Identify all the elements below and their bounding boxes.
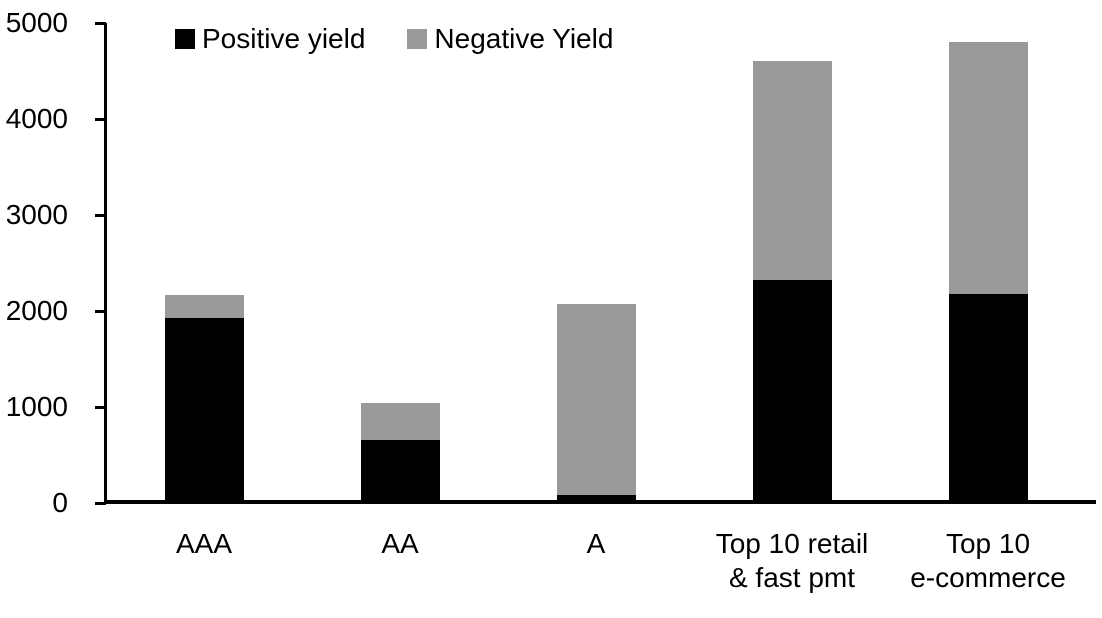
category-label: AAA — [175, 528, 233, 559]
stacked-bar — [556, 304, 636, 500]
legend-swatch-negative-icon — [407, 29, 428, 49]
bar-segment-positive — [948, 293, 1028, 500]
y-tick-label: 5000 — [5, 7, 68, 38]
bar-slot — [890, 20, 1086, 500]
bar-segment-negative — [752, 61, 832, 281]
x-labels-row: AAA AA A Top 10 retail & fast pmt Top 10 e-c… — [106, 527, 1086, 595]
bar-slot — [302, 20, 498, 500]
x-axis-line — [104, 500, 1096, 504]
stacked-bar — [948, 42, 1028, 500]
y-tick-mark — [95, 502, 106, 505]
legend: Positive yield Negative Yield — [175, 22, 613, 56]
bar-slot — [694, 20, 890, 500]
legend-swatch-positive-icon — [175, 29, 195, 49]
stacked-bar — [752, 61, 832, 500]
stacked-bar — [360, 403, 440, 500]
bars-row — [106, 20, 1086, 500]
bar-segment-positive — [556, 495, 636, 500]
bar-segment-positive — [164, 317, 244, 500]
y-tick-mark — [95, 214, 106, 217]
bar-segment-negative — [360, 403, 440, 441]
bar-segment-negative — [948, 42, 1028, 294]
category-label: A — [586, 528, 606, 559]
category-label: AA — [381, 528, 419, 559]
stacked-bar — [164, 294, 244, 500]
y-tick-mark — [95, 406, 106, 409]
y-tick-label: 1000 — [5, 391, 68, 422]
legend-item-positive-yield: Positive yield — [175, 22, 365, 56]
y-tick-mark — [95, 310, 106, 313]
y-tick-label: 4000 — [5, 103, 68, 134]
y-tick-mark — [95, 118, 106, 121]
legend-label-negative: Negative Yield — [434, 23, 614, 54]
bar-segment-positive — [752, 280, 832, 500]
legend-label-positive: Positive yield — [202, 23, 366, 54]
bar-segment-negative — [164, 294, 244, 318]
legend-item-negative-yield: Negative Yield — [407, 22, 613, 56]
y-axis-line — [104, 23, 107, 504]
y-tick-label: 0 — [52, 487, 68, 518]
y-tick-label: 3000 — [5, 199, 68, 230]
y-tick-label: 2000 — [5, 295, 68, 326]
bar-segment-positive — [360, 440, 440, 500]
bar-segment-negative — [556, 304, 636, 496]
bar-slot — [498, 20, 694, 500]
bar-slot — [106, 20, 302, 500]
y-tick-mark — [95, 22, 106, 25]
category-label: Top 10 e-commerce — [910, 528, 1066, 593]
category-label: Top 10 retail & fast pmt — [715, 528, 869, 593]
